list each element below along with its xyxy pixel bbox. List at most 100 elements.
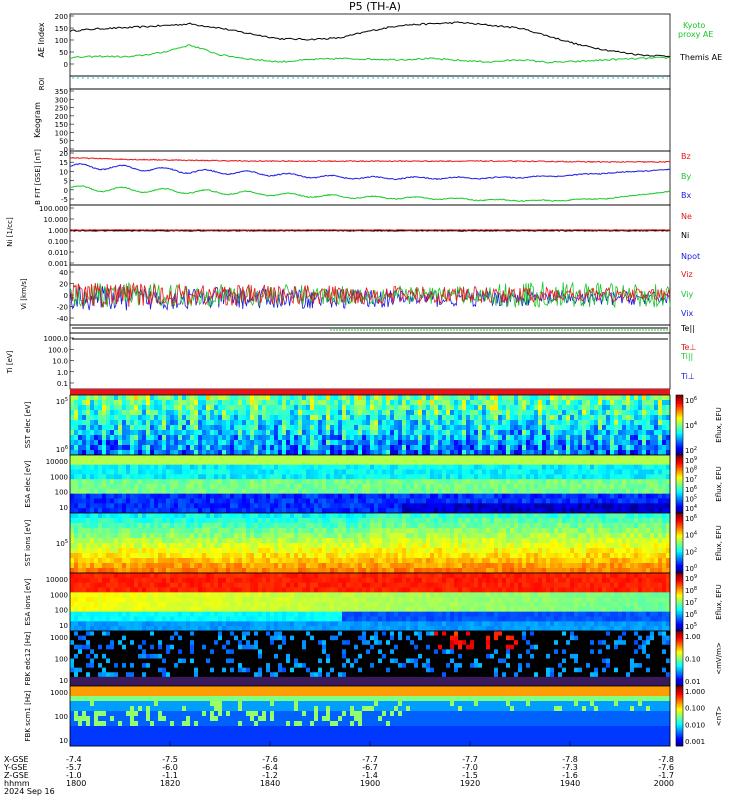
sst_e-cell — [606, 450, 611, 456]
sst_e-cell — [658, 405, 663, 411]
esa_e-cell — [606, 508, 611, 514]
esa_e-cell — [258, 479, 263, 485]
sst_e-cell — [358, 400, 363, 406]
sst_e-cell — [454, 420, 459, 426]
sst_e-cell — [306, 410, 311, 416]
sst_e-cell — [510, 430, 515, 436]
sst_e-cell — [458, 435, 463, 441]
esa_e-cell — [114, 474, 119, 480]
esa_e-cell — [550, 464, 555, 470]
esa_e-cell — [614, 479, 619, 485]
sst_i-cell — [334, 523, 339, 529]
sst_e-cell — [330, 405, 335, 411]
esa_e-cell — [122, 488, 127, 495]
sst_i-cell — [378, 548, 383, 554]
esa_e-cell — [454, 459, 459, 466]
sst_i-cell — [390, 553, 395, 559]
esa_e-cell — [654, 498, 659, 504]
esa_e-cell — [658, 488, 663, 495]
esa_e-cell — [374, 503, 379, 509]
sst_e-cell — [638, 440, 643, 446]
sst_e-cell — [522, 400, 527, 406]
esa_e-cell — [570, 498, 575, 504]
sst_i-cell — [338, 513, 343, 519]
esa_e-cell — [202, 455, 207, 461]
sst_i-cell — [482, 518, 487, 524]
esa_e-cell — [526, 459, 531, 466]
esa_e-cell — [286, 479, 291, 485]
sst_e-cell — [182, 415, 187, 421]
esa_e-cell — [498, 474, 503, 480]
keogram-y-tick-label: 0 — [64, 146, 68, 154]
esa_e-cell — [258, 455, 263, 461]
esa_e-cell — [158, 455, 163, 461]
esa_e-cell — [578, 455, 583, 461]
sst_i-cell — [142, 558, 147, 564]
sst_e-cell — [518, 420, 523, 426]
sst_i-cell — [350, 528, 355, 534]
sst_i-cell — [350, 538, 355, 544]
sst_e-cell — [194, 410, 199, 416]
sst_e-cell — [662, 450, 667, 456]
sst_e-cell — [326, 405, 331, 411]
esa_e-cell — [486, 493, 491, 499]
sst_e-cell — [450, 410, 455, 416]
esa_e-cell — [414, 493, 419, 499]
esa_e-cell — [234, 469, 239, 475]
esa_e-cell — [454, 488, 459, 495]
esa_e-cell — [114, 469, 119, 475]
esa_e-cell — [666, 479, 671, 485]
sst_e-cell — [350, 395, 355, 401]
sst_i-cell — [390, 548, 395, 554]
sst_e-cell — [406, 425, 411, 431]
esa_e-cell — [462, 469, 467, 475]
sst_e-cell — [402, 450, 407, 456]
sst_e-cell — [582, 410, 587, 416]
sst_e-cell — [598, 415, 603, 421]
esa_e-cell — [610, 488, 615, 495]
esa_e-cell — [154, 488, 159, 495]
sst_e-cell — [602, 400, 607, 406]
sst_e-cell — [98, 450, 103, 456]
esa_e-cell — [438, 508, 443, 514]
sst_e-cell — [418, 425, 423, 431]
sst_e-cell — [462, 425, 467, 431]
sst_i-cell — [338, 558, 343, 564]
esa_e-cell — [502, 493, 507, 499]
sst_e-cell — [314, 405, 319, 411]
esa_e-cell — [586, 479, 591, 485]
sst_i-cell — [266, 563, 271, 569]
sst_e-cell — [334, 420, 339, 426]
esa_e-cell — [134, 459, 139, 466]
temperature-y-tick-label: 1.0 — [57, 369, 68, 377]
sst_e-cell — [590, 415, 595, 421]
esa_e-cell — [210, 484, 215, 490]
sst_e-cell — [322, 395, 327, 401]
esa_e-cell — [622, 498, 627, 504]
sst_i-cell — [162, 568, 167, 574]
sst_e-cell — [90, 425, 95, 431]
sst_e-cell — [274, 440, 279, 446]
sst_i-cell — [150, 548, 155, 554]
sst_e-cell — [102, 425, 107, 431]
esa_e-cell — [114, 464, 119, 470]
esa_e-cell — [630, 508, 635, 514]
sst_e-cell — [354, 400, 359, 406]
esa_e-cell — [230, 488, 235, 495]
sst_e-cell — [250, 400, 255, 406]
sst_e-cell — [70, 440, 75, 446]
sst_e-cell — [630, 445, 635, 451]
sst_i-cell — [258, 548, 263, 554]
sst_e-cell — [330, 410, 335, 416]
esa_e-cell — [594, 488, 599, 495]
sst_i-cell — [318, 528, 323, 534]
sst_i-cell — [318, 548, 323, 554]
sst_e-cell — [74, 450, 79, 456]
sst_i-cell — [154, 558, 159, 564]
sst_i-cell — [370, 553, 375, 559]
esa_e-cell — [466, 469, 471, 475]
esa_e-cell — [406, 493, 411, 499]
sst_i-cell — [474, 558, 479, 564]
sst_i-cell — [158, 528, 163, 534]
